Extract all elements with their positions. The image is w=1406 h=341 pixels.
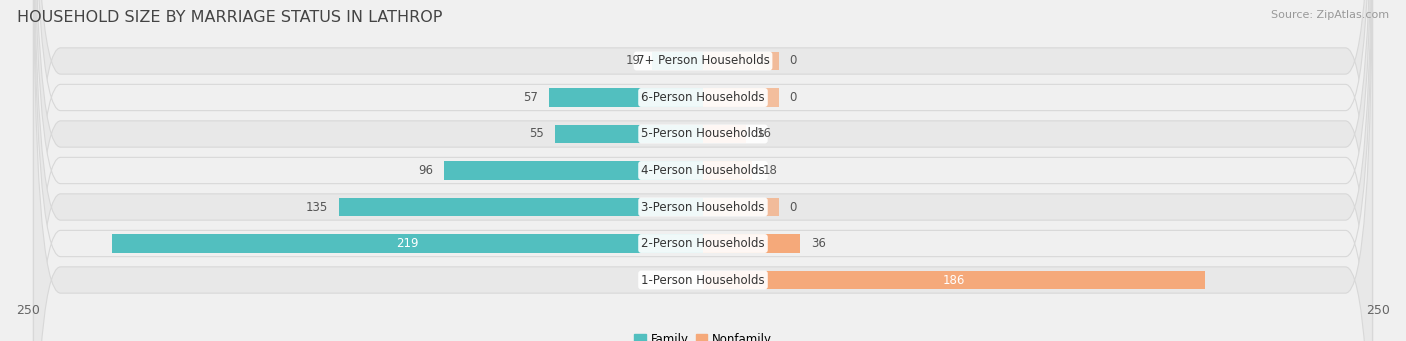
Text: 0: 0	[789, 91, 797, 104]
Text: 57: 57	[523, 91, 538, 104]
Text: 1-Person Households: 1-Person Households	[641, 273, 765, 286]
Text: HOUSEHOLD SIZE BY MARRIAGE STATUS IN LATHROP: HOUSEHOLD SIZE BY MARRIAGE STATUS IN LAT…	[17, 10, 443, 25]
Bar	[703, 270, 1205, 290]
Text: 3-Person Households: 3-Person Households	[641, 201, 765, 213]
Bar	[703, 51, 779, 71]
FancyBboxPatch shape	[34, 0, 1372, 341]
Bar	[703, 88, 779, 107]
Bar	[703, 197, 779, 217]
Text: 6-Person Households: 6-Person Households	[641, 91, 765, 104]
FancyBboxPatch shape	[34, 0, 1372, 341]
Bar	[703, 124, 747, 144]
Bar	[339, 197, 703, 217]
FancyBboxPatch shape	[34, 0, 1372, 341]
Text: 19: 19	[626, 55, 641, 68]
Text: 55: 55	[529, 128, 544, 140]
Text: 0: 0	[789, 55, 797, 68]
Text: 96: 96	[418, 164, 433, 177]
Bar	[703, 161, 752, 180]
Bar	[550, 88, 703, 107]
Text: Source: ZipAtlas.com: Source: ZipAtlas.com	[1271, 10, 1389, 20]
Text: 2-Person Households: 2-Person Households	[641, 237, 765, 250]
Text: 219: 219	[396, 237, 419, 250]
Bar	[703, 234, 800, 253]
Text: 36: 36	[811, 237, 825, 250]
FancyBboxPatch shape	[34, 0, 1372, 341]
Bar	[112, 234, 703, 253]
Text: 0: 0	[789, 201, 797, 213]
Text: 16: 16	[756, 128, 772, 140]
Text: 5-Person Households: 5-Person Households	[641, 128, 765, 140]
Bar	[444, 161, 703, 180]
FancyBboxPatch shape	[34, 0, 1372, 341]
Legend: Family, Nonfamily: Family, Nonfamily	[630, 329, 776, 341]
Bar	[554, 124, 703, 144]
Text: 18: 18	[762, 164, 778, 177]
Text: 7+ Person Households: 7+ Person Households	[637, 55, 769, 68]
FancyBboxPatch shape	[34, 0, 1372, 341]
Text: 135: 135	[305, 201, 328, 213]
Bar	[652, 51, 703, 71]
Text: 4-Person Households: 4-Person Households	[641, 164, 765, 177]
FancyBboxPatch shape	[34, 0, 1372, 341]
Text: 186: 186	[943, 273, 966, 286]
